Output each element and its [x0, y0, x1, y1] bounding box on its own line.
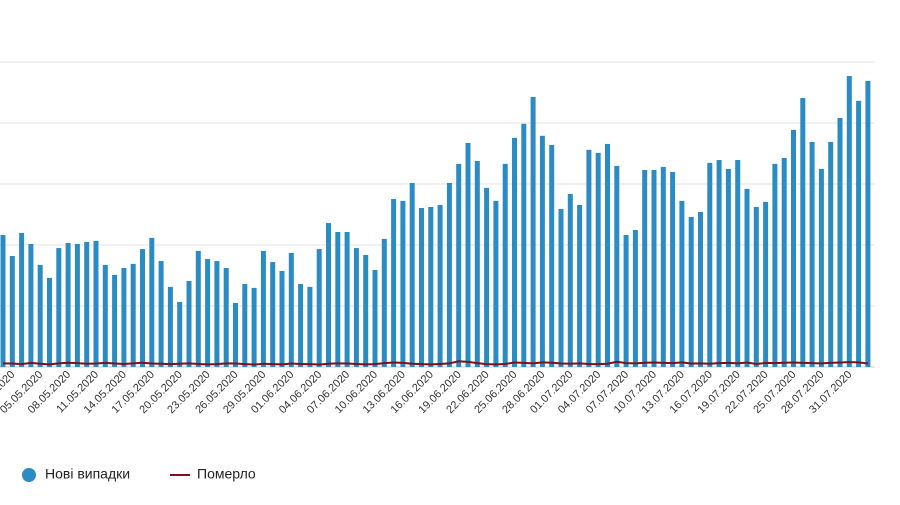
- bar: [437, 204, 443, 367]
- bar: [242, 284, 248, 367]
- bar: [818, 168, 824, 367]
- bar: [791, 129, 796, 367]
- bar: [353, 248, 359, 367]
- bar: [56, 248, 62, 367]
- bar: [288, 252, 294, 367]
- bar: [614, 165, 620, 367]
- bar: [84, 241, 90, 367]
- bar: [512, 137, 517, 367]
- bar: [130, 263, 136, 367]
- bar: [539, 135, 545, 367]
- bar: [65, 242, 71, 367]
- bar: [140, 249, 145, 367]
- bar: [549, 144, 555, 367]
- bar: [856, 100, 862, 367]
- bar: [47, 277, 52, 367]
- bar: [74, 243, 80, 367]
- bar: [456, 163, 462, 367]
- bar: [781, 157, 787, 367]
- bar: [177, 301, 183, 367]
- bar: [279, 271, 285, 367]
- bar: [744, 188, 750, 367]
- bar: [419, 207, 424, 367]
- bar: [800, 97, 806, 368]
- bar: [679, 200, 685, 367]
- bar: [326, 223, 331, 367]
- bar: [567, 193, 573, 367]
- bar: [195, 250, 201, 367]
- bar: [716, 160, 722, 367]
- bar: [558, 209, 564, 367]
- bar: [112, 274, 118, 367]
- bar: [158, 261, 164, 367]
- bar: [409, 182, 415, 367]
- bar: [344, 231, 350, 367]
- bar: [167, 286, 173, 367]
- bar: [372, 270, 378, 367]
- bar: [270, 262, 276, 367]
- bar: [37, 264, 43, 367]
- bar: [753, 206, 759, 367]
- bar: [186, 280, 192, 367]
- bar: [763, 201, 769, 367]
- bar: [102, 264, 108, 367]
- bar: [474, 161, 480, 367]
- bar: [465, 142, 471, 367]
- bar: [335, 231, 341, 367]
- bar: [223, 267, 229, 367]
- bar: [605, 143, 610, 367]
- legend-label: Померло: [197, 466, 256, 482]
- bar: [391, 199, 397, 367]
- bar: [298, 284, 304, 367]
- bar: [772, 163, 778, 367]
- bar: [233, 302, 238, 367]
- legend-label: Нові випадки: [45, 466, 130, 482]
- bar: [214, 261, 220, 367]
- bar: [688, 216, 694, 367]
- bar: [316, 249, 322, 367]
- bar: [93, 240, 99, 367]
- bar: [400, 200, 406, 367]
- bar: [670, 172, 676, 367]
- bar: [865, 80, 871, 367]
- bar: [521, 123, 527, 368]
- bar: [363, 254, 369, 367]
- bar: [632, 229, 638, 367]
- bar: [735, 160, 741, 367]
- bar: [121, 267, 127, 367]
- bar: [623, 235, 629, 367]
- bar: [484, 187, 490, 367]
- bar: [205, 259, 211, 367]
- line: [2, 360, 869, 366]
- bar: [595, 152, 601, 367]
- bar: [707, 162, 713, 367]
- bar: [493, 200, 499, 367]
- bar: [577, 204, 583, 367]
- bar: [446, 182, 452, 367]
- bar: [381, 238, 387, 367]
- bar: [809, 141, 815, 367]
- bar: [846, 76, 852, 367]
- bar: [660, 166, 666, 367]
- legend-marker: [22, 468, 36, 482]
- bar: [725, 168, 731, 367]
- bar: [260, 250, 266, 367]
- bar: [149, 237, 155, 367]
- bar: [837, 117, 843, 368]
- bar: [0, 235, 6, 367]
- bar: [586, 149, 592, 367]
- bar: [428, 206, 434, 367]
- bar: [19, 233, 25, 367]
- bar: [502, 163, 508, 367]
- bar: [651, 169, 657, 367]
- bar: [9, 255, 15, 367]
- bar: [828, 141, 834, 367]
- bar: [307, 286, 313, 367]
- bar: [251, 287, 257, 367]
- bar: [530, 96, 536, 368]
- bar: [28, 243, 34, 367]
- bar: [642, 169, 648, 367]
- bar: [698, 211, 703, 367]
